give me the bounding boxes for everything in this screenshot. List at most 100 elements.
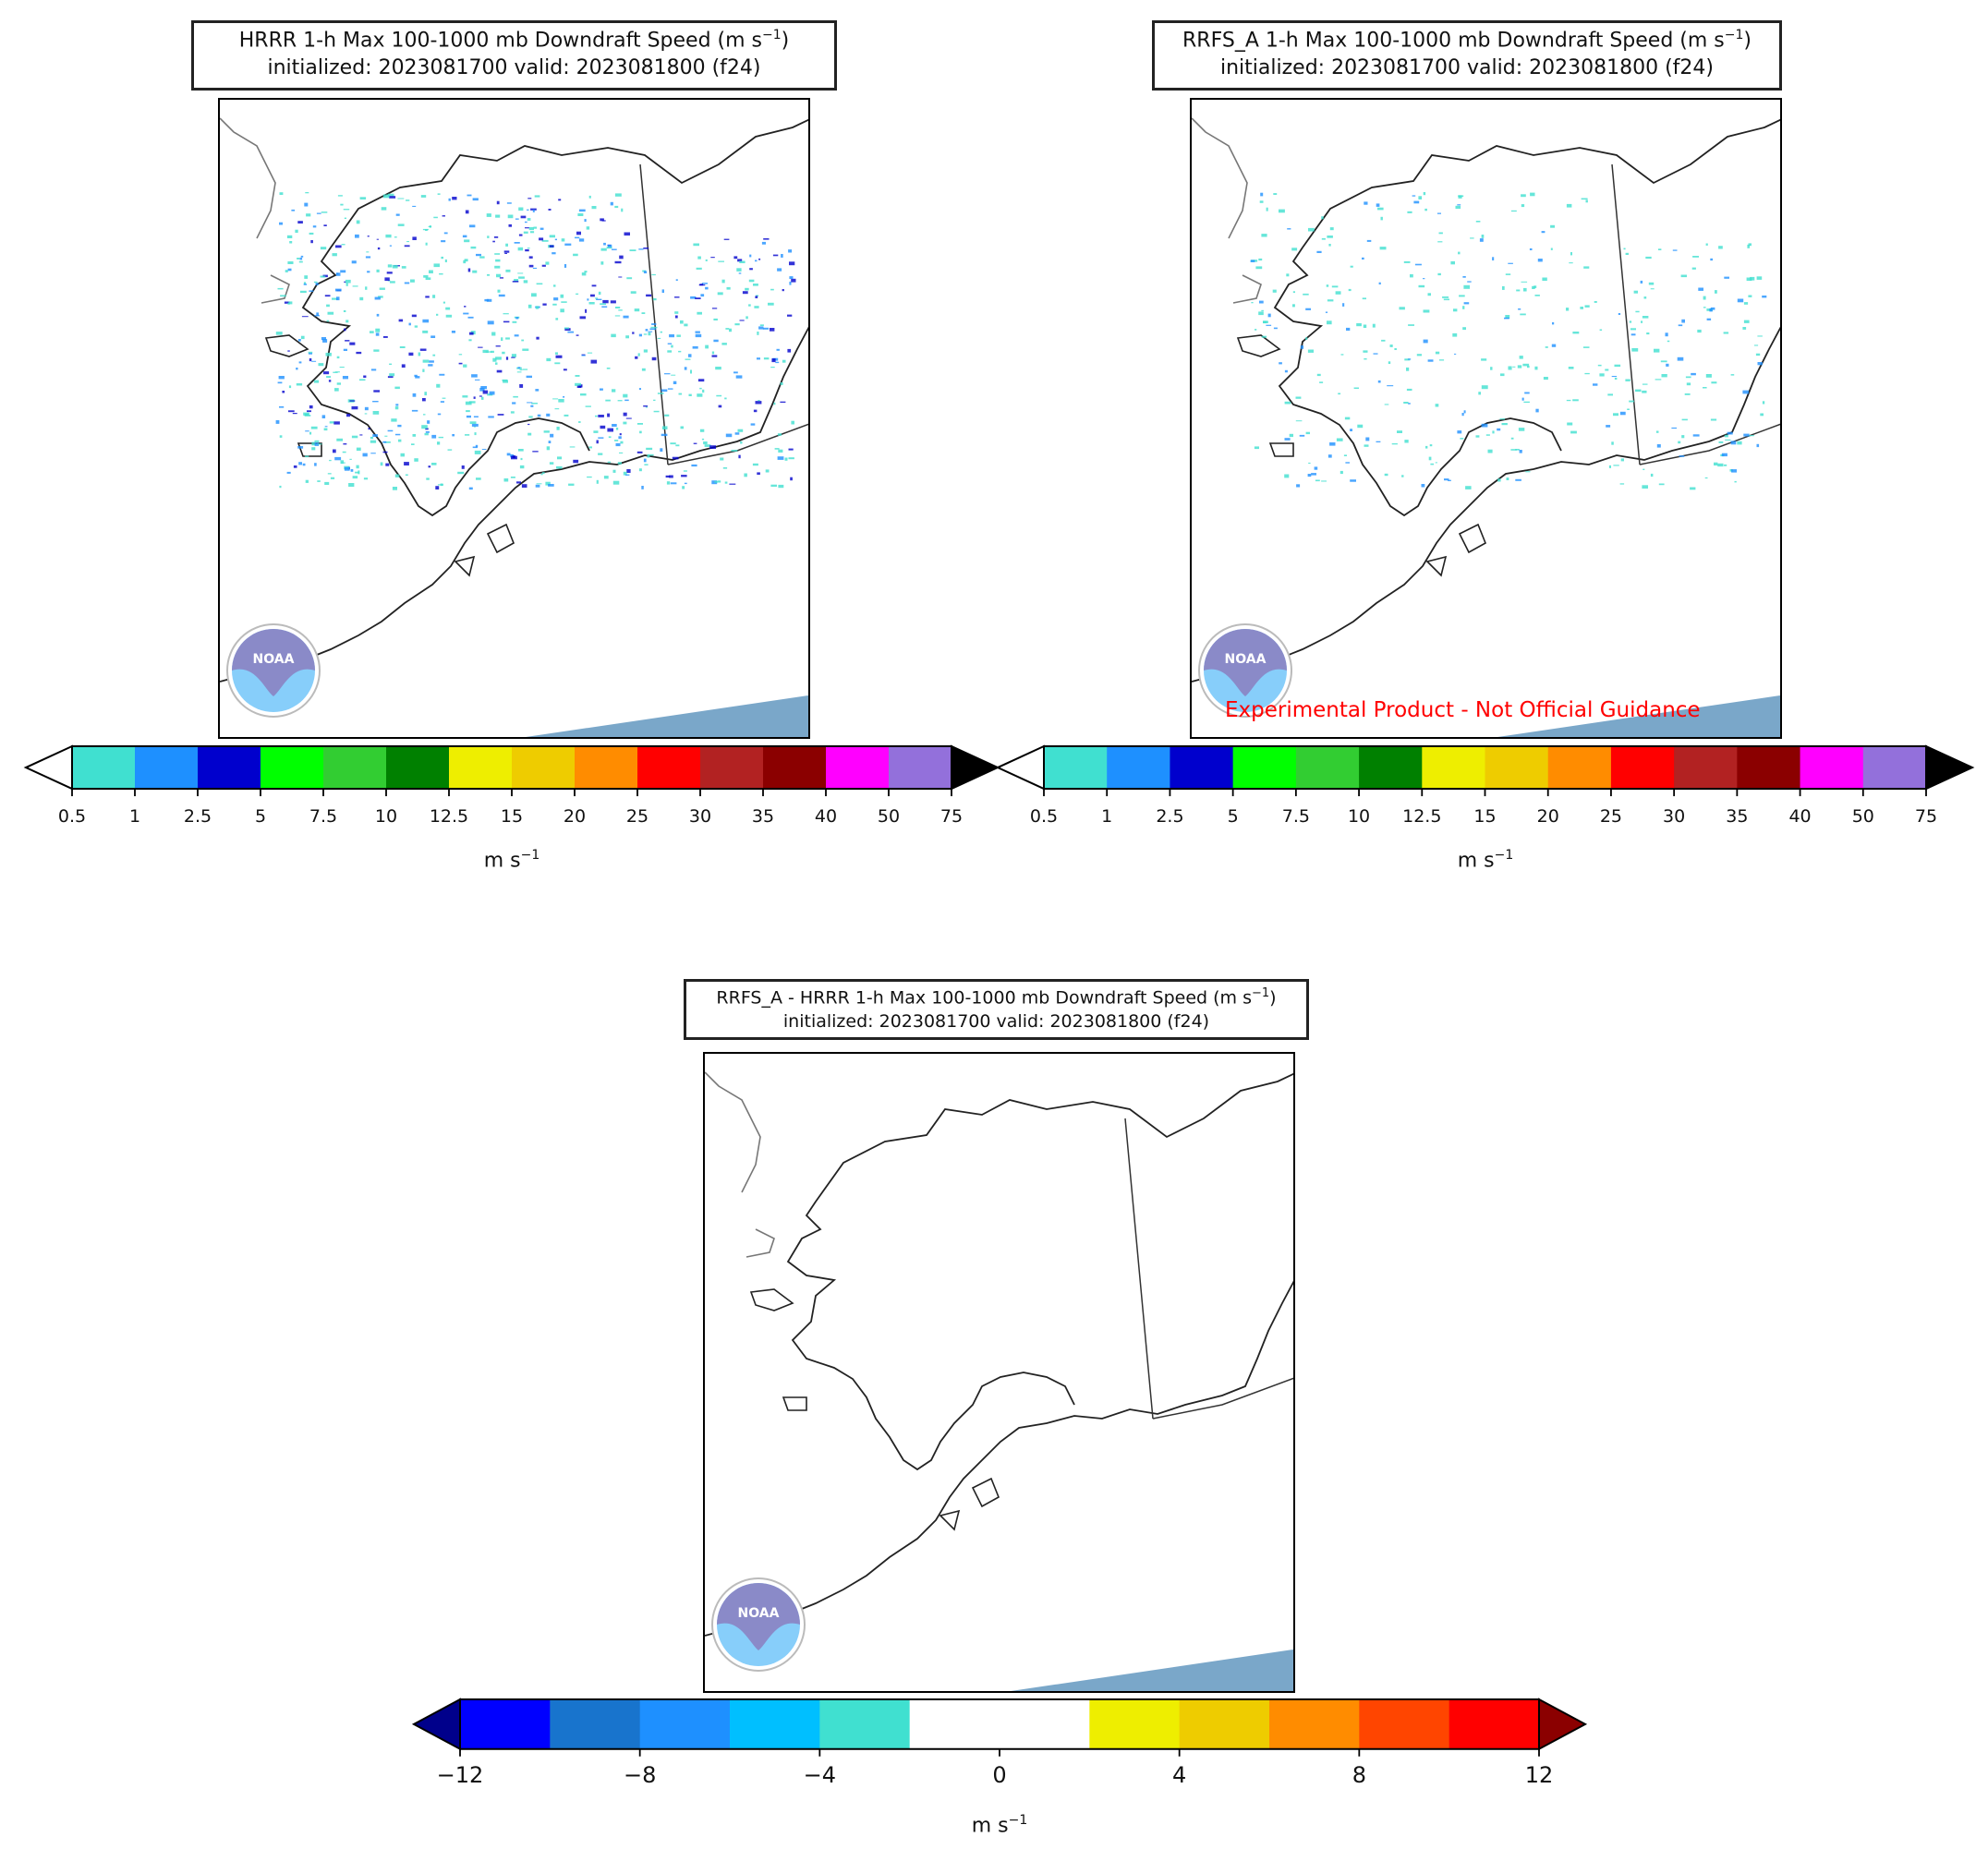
colorbar-swatch xyxy=(72,746,136,790)
island-outline xyxy=(939,1509,961,1531)
colorbar-tick-label: 12.5 xyxy=(430,806,468,827)
colorbar-swatch xyxy=(1800,746,1864,790)
colorbar-swatch xyxy=(261,746,324,790)
hrrr-title-line1: HRRR 1-h Max 100-1000 mb Downdraft Speed… xyxy=(238,28,790,53)
alaska-coastline xyxy=(1192,118,1780,683)
island-outline xyxy=(1425,555,1448,577)
colorbar-under-arrow xyxy=(23,744,73,791)
colorbar-swatch xyxy=(826,746,890,790)
colorbar-tick-label: 40 xyxy=(815,806,837,827)
colorbar-tick-label: 25 xyxy=(626,806,649,827)
colorbar-tick-label: 8 xyxy=(1352,1762,1366,1788)
hrrr-map: NOAA xyxy=(218,98,810,739)
colorbar-swatch xyxy=(512,746,576,790)
colorbar-swatch xyxy=(1170,746,1234,790)
noaa-logo-text: NOAA xyxy=(738,1606,780,1621)
colorbar-tick-label: 20 xyxy=(1537,806,1559,827)
colorbar-tick-label: 2.5 xyxy=(1156,806,1183,827)
colorbar-swatch xyxy=(1295,746,1360,790)
colorbar-swatch xyxy=(1359,746,1423,790)
colorbar-swatch xyxy=(1000,1699,1090,1749)
island-outline xyxy=(486,523,515,554)
colorbar-swatch xyxy=(575,746,638,790)
hrrr-title-line2: initialized: 2023081700 valid: 202308180… xyxy=(267,56,761,80)
colorbar-swatch xyxy=(198,746,261,790)
colorbar-swatch xyxy=(1862,746,1927,790)
ocean-shading xyxy=(1011,1650,1293,1691)
colorbar-swatch xyxy=(1179,1699,1270,1749)
colorbar-swatch xyxy=(1044,746,1108,790)
colorbar-swatch xyxy=(1089,1699,1181,1749)
colorbar-swatch xyxy=(1232,746,1297,790)
noaa-logo: NOAA xyxy=(711,1577,806,1672)
colorbar-swatch xyxy=(1269,1699,1360,1749)
hrrr-colorbar-unit: m s−1 xyxy=(483,848,540,873)
colorbar-tick-label: 75 xyxy=(940,806,963,827)
island-outline xyxy=(454,555,476,577)
hrrr-title-box: HRRR 1-h Max 100-1000 mb Downdraft Speed… xyxy=(191,20,837,91)
colorbar-tick-label: 35 xyxy=(752,806,774,827)
rrfs-map: NOAA xyxy=(1190,98,1782,739)
colorbar-under-arrow xyxy=(411,1698,461,1751)
colorbar-tick-label: 2.5 xyxy=(184,806,212,827)
colorbar-tick-label: 20 xyxy=(564,806,586,827)
russia-coastline xyxy=(220,117,290,304)
experimental-watermark: Experimental Product - Not Official Guid… xyxy=(1225,698,1701,722)
colorbar-swatch xyxy=(730,1699,820,1749)
colorbar-tick-label: 30 xyxy=(689,806,711,827)
colorbar-over-arrow xyxy=(951,744,1000,791)
downdraft-field xyxy=(1250,192,1767,490)
colorbar-tick-label: 5 xyxy=(255,806,266,827)
colorbar-swatch xyxy=(1107,746,1170,790)
colorbar-tick-label: 4 xyxy=(1172,1762,1186,1788)
colorbar-swatch xyxy=(639,1699,731,1749)
colorbar-swatch xyxy=(819,1699,911,1749)
rrfs-colorbar: 0.5 1 2.5 5 7.5 10 12.5 15 20 25 30 35 40 50 75 xyxy=(995,744,1975,833)
colorbar-tick-label: 25 xyxy=(1600,806,1622,827)
alaska-coastline xyxy=(220,118,808,683)
colorbar-tick-label: 50 xyxy=(1852,806,1874,827)
colorbar-tick-label: 1 xyxy=(129,806,140,827)
colorbar-tick-label: −8 xyxy=(624,1762,656,1788)
canada-border xyxy=(1611,163,1780,465)
colorbar-tick-label: 0.5 xyxy=(1030,806,1058,827)
colorbar-tick-label: 75 xyxy=(1915,806,1937,827)
rrfs-title-box: RRFS_A 1-h Max 100-1000 mb Downdraft Spe… xyxy=(1152,20,1782,91)
downdraft-field xyxy=(275,192,796,490)
noaa-logo-text: NOAA xyxy=(253,652,295,667)
hrrr-colorbar: 0.5 1 2.5 5 7.5 10 12.5 15 20 25 30 35 40 50 75 xyxy=(23,744,1000,833)
colorbar-tick-label: 7.5 xyxy=(309,806,337,827)
colorbar-swatch xyxy=(1359,1699,1450,1749)
island-outline xyxy=(782,1396,807,1411)
diff-map: NOAA xyxy=(703,1052,1295,1693)
rrfs-colorbar-unit: m s−1 xyxy=(1457,848,1514,873)
diff-colorbar-unit: m s−1 xyxy=(971,1813,1028,1838)
colorbar-tick-label: 10 xyxy=(1348,806,1370,827)
colorbar-swatch xyxy=(889,746,952,790)
colorbar-over-arrow xyxy=(1925,744,1975,791)
colorbar-swatch xyxy=(460,1699,551,1749)
island-outline xyxy=(1236,334,1281,357)
colorbar-swatch xyxy=(1610,746,1675,790)
colorbar-swatch xyxy=(386,746,450,790)
colorbar-swatch xyxy=(637,746,701,790)
island-outline xyxy=(1268,442,1294,457)
basemap-svg: NOAA xyxy=(220,117,808,737)
canada-border xyxy=(1124,1118,1293,1420)
diff-title-line1: RRFS_A - HRRR 1-h Max 100-1000 mb Downdr… xyxy=(716,986,1277,1009)
canada-border xyxy=(639,163,808,465)
colorbar-tick-label: 40 xyxy=(1788,806,1811,827)
russia-coastline xyxy=(705,1071,775,1258)
diff-title-box: RRFS_A - HRRR 1-h Max 100-1000 mb Downdr… xyxy=(684,979,1309,1040)
colorbar-over-arrow xyxy=(1538,1698,1588,1751)
colorbar-swatch xyxy=(1737,746,1801,790)
island-outline xyxy=(971,1477,1000,1508)
colorbar-swatch xyxy=(323,746,387,790)
colorbar-swatch xyxy=(909,1699,1000,1749)
noaa-logo-text: NOAA xyxy=(1225,652,1267,667)
colorbar-tick-label: 12 xyxy=(1525,1762,1554,1788)
colorbar-tick-label: 50 xyxy=(878,806,900,827)
colorbar-swatch xyxy=(1449,1699,1540,1749)
ocean-shading xyxy=(526,695,808,737)
colorbar-swatch xyxy=(1674,746,1738,790)
